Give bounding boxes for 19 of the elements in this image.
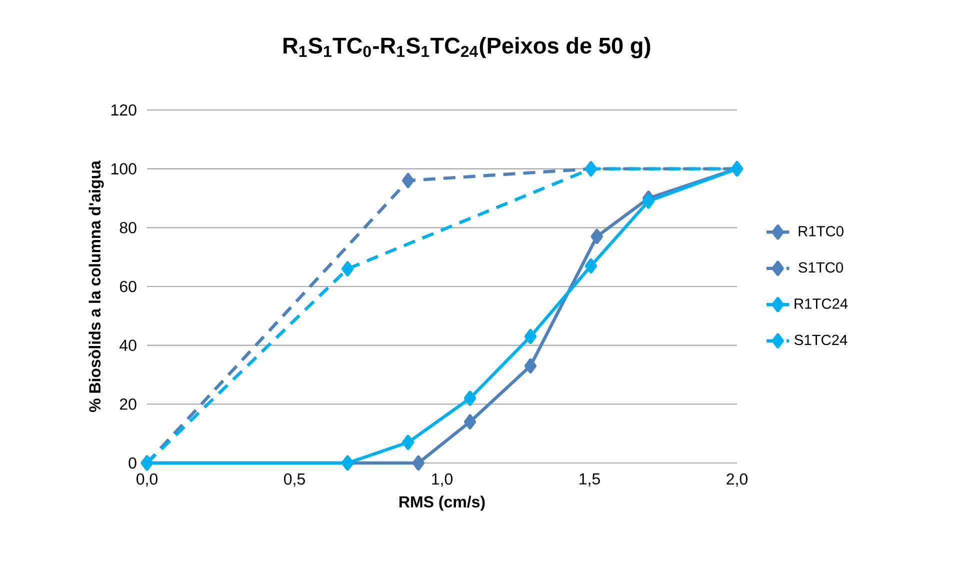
y-tick-label: 40: [120, 340, 136, 351]
legend-label: R1TC24: [794, 298, 848, 309]
x-axis-title: RMS (cm/s): [400, 496, 485, 511]
y-tick-label: 80: [120, 222, 136, 234]
x-tick-label: 2,0: [726, 473, 748, 487]
y-tick-label: 0: [128, 457, 136, 469]
x-tick-label: 0,5: [284, 473, 305, 487]
y-tick-label: 120: [111, 104, 136, 116]
y-tick-label: 100: [111, 163, 136, 174]
y-tick-label: 60: [120, 280, 136, 292]
x-tick-label: 0,0: [136, 473, 158, 487]
legend-label: S1TC0: [798, 262, 844, 273]
chart-title: R$_{1}$S$_{1}$TC$_{0}$-R$_{1}$S$_{1}$TC$_{24}$(Peixos de 50 g): [284, 37, 650, 58]
legend-label: R1TC0: [798, 226, 844, 236]
x-tick-label: 1,5: [580, 473, 600, 486]
y-tick-label: 20: [120, 398, 136, 410]
x-tick-label: 1,0: [432, 473, 453, 487]
y-axis-title: % Biosòlids a la columna d'aigua: [88, 160, 104, 412]
legend-label: S1TC24: [794, 334, 848, 346]
